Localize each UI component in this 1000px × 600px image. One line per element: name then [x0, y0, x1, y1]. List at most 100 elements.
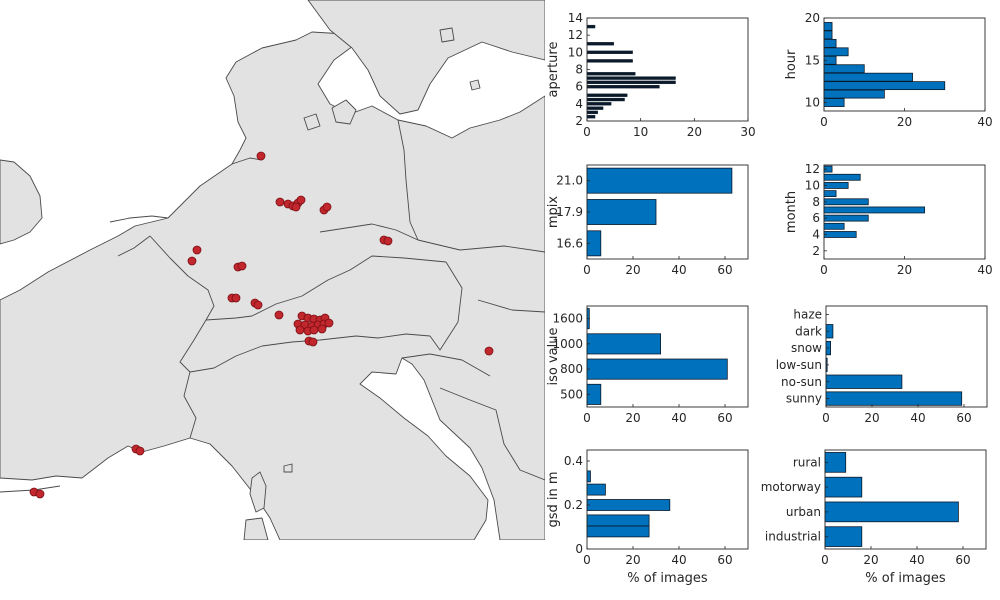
y-axis-label: month	[784, 191, 799, 233]
x-tick-label: 20	[625, 263, 640, 277]
bar	[586, 499, 671, 511]
chart-aperture: 0 10 20 30 2 4 6 8 10 12 14 aperture	[540, 8, 770, 143]
border-hu	[429, 261, 463, 351]
europe-map	[0, 0, 545, 540]
border-at-it	[261, 335, 379, 347]
y-tick-label: 12	[568, 28, 583, 42]
plot-area: 0 20 40 60 500 800 1000 1600 iso value	[546, 305, 749, 425]
y-axis-label: mpix	[546, 196, 561, 229]
x-tick-label: 60	[955, 553, 970, 567]
bar	[586, 76, 676, 80]
bars	[823, 22, 946, 107]
bars	[586, 470, 671, 538]
x-tick-label: 20	[897, 263, 912, 277]
border-be-nl	[109, 215, 169, 223]
bar	[824, 476, 863, 498]
y-tick-label: rural	[793, 455, 821, 469]
x-axis: 0 20 40 60	[583, 256, 733, 277]
bars	[823, 165, 926, 238]
x-tick-label: 60	[717, 263, 732, 277]
bar	[586, 167, 733, 194]
y-axis-label: iso value	[546, 328, 561, 386]
border-lux	[117, 235, 151, 257]
map-markers	[29, 151, 494, 499]
y-tick-label: 21.0	[556, 174, 583, 188]
y-tick-label: 500	[560, 387, 583, 401]
islet-1	[439, 27, 455, 43]
country-borders	[0, 119, 545, 493]
elba	[283, 463, 293, 473]
y-tick-label: 8	[575, 63, 583, 77]
y-axis: 500 800 1000 1600	[552, 312, 590, 401]
map-marker	[317, 324, 327, 334]
y-axis: 2 4 6 8 10 12	[805, 162, 827, 258]
bar	[823, 198, 869, 206]
border-ba	[439, 387, 497, 411]
x-tick-label: 40	[977, 263, 992, 277]
scandinavia	[307, 0, 545, 115]
x-tick-label: 0	[583, 411, 591, 425]
y-tick-label: 2	[812, 244, 820, 258]
map-marker	[324, 318, 334, 328]
bar	[586, 24, 596, 29]
y-tick-label: 0	[575, 542, 583, 556]
bar	[586, 358, 728, 380]
map-marker	[274, 310, 284, 320]
bar	[586, 115, 596, 119]
bar	[823, 89, 885, 99]
x-tick-label: 20	[625, 411, 640, 425]
bar	[586, 50, 633, 54]
y-tick-label: 8	[812, 195, 820, 209]
y-tick-label: low-sun	[776, 358, 822, 372]
border-de-dk	[231, 157, 263, 165]
map-marker	[192, 245, 202, 255]
map-marker	[35, 489, 45, 499]
bar	[586, 110, 598, 115]
map-marker	[308, 337, 318, 347]
border-at-si	[377, 333, 431, 339]
bar	[586, 199, 657, 225]
great-britain	[0, 159, 43, 245]
y-axis: sunny no-sun low-sun snow dark haze	[776, 307, 829, 406]
plot-area: 0 20 40 10 15 20 hour	[784, 11, 993, 129]
x-axis: 0 20 40	[820, 108, 993, 129]
y-tick-label: 0.4	[564, 454, 583, 468]
y-tick-label: 6	[812, 211, 820, 225]
bar	[823, 47, 849, 57]
y-axis-label: hour	[784, 49, 799, 79]
map-marker	[291, 202, 301, 212]
x-tick-label: 60	[717, 553, 732, 567]
x-tick-label: 40	[671, 553, 686, 567]
axes-box	[825, 305, 988, 408]
bars	[824, 452, 959, 547]
x-tick-label: 10	[633, 125, 648, 139]
x-tick-label: 40	[671, 411, 686, 425]
border-fr-it	[183, 371, 197, 439]
bar	[586, 525, 650, 538]
y-tick-label: dark	[795, 324, 822, 338]
bar	[586, 97, 625, 102]
border-fr-ch	[179, 319, 207, 373]
bar	[823, 190, 837, 198]
x-tick-label: 0	[583, 125, 591, 139]
y-tick-label: 17.9	[556, 205, 583, 219]
y-tick-label: 6	[575, 80, 583, 94]
bar	[823, 38, 837, 48]
y-tick-label: 800	[560, 362, 583, 376]
bar	[823, 72, 913, 82]
x-axis: 0 20 40	[820, 256, 993, 277]
y-axis: industrial urban motorway rural	[761, 455, 828, 544]
bar	[586, 333, 661, 355]
bars	[586, 167, 733, 257]
bar	[586, 85, 660, 89]
border-balkan	[495, 409, 545, 481]
sardinia	[243, 517, 269, 540]
axes-box	[586, 305, 749, 408]
y-axis: 16.6 17.9 21.0	[556, 174, 590, 250]
x-axis: 0 20 40 60	[822, 404, 972, 425]
bar	[823, 98, 845, 107]
map-marker	[253, 300, 263, 310]
map-marker	[187, 256, 197, 266]
corsica	[249, 471, 267, 513]
